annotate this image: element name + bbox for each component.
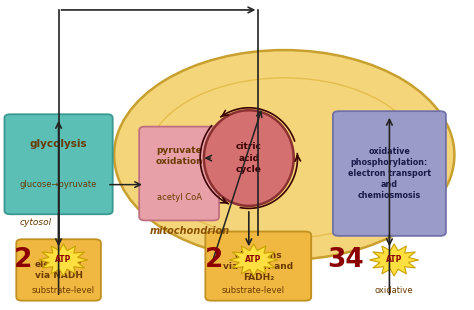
Text: acetyl CoA: acetyl CoA [156,193,201,202]
Ellipse shape [114,50,455,260]
Text: 2: 2 [14,247,33,273]
FancyBboxPatch shape [139,126,219,220]
Text: electrons
via NADH: electrons via NADH [35,260,82,280]
Text: substrate-level: substrate-level [32,286,95,295]
Polygon shape [229,244,278,276]
Text: pyruvate
oxidation: pyruvate oxidation [155,146,203,166]
Text: 2: 2 [204,247,223,273]
Text: oxidative
phosphorylation:
electron transport
and
chemiosmosis: oxidative phosphorylation: electron tran… [348,147,431,200]
Text: electrons
via NADH and
FADH₂: electrons via NADH and FADH₂ [223,250,293,282]
Text: glucose→pyruvate: glucose→pyruvate [20,180,97,189]
Text: cytosol: cytosol [19,218,52,227]
Text: citric
acid
cycle: citric acid cycle [236,143,262,174]
Text: mitochondrion: mitochondrion [150,226,230,236]
Text: glycolysis: glycolysis [30,139,87,149]
Text: 34: 34 [327,247,364,273]
FancyBboxPatch shape [333,111,446,236]
Polygon shape [370,244,419,276]
Text: oxidative: oxidative [375,286,413,295]
FancyBboxPatch shape [205,232,311,301]
FancyBboxPatch shape [4,114,113,214]
Text: ATP: ATP [55,255,72,264]
Ellipse shape [204,110,294,206]
Text: substrate-level: substrate-level [222,286,285,295]
FancyBboxPatch shape [16,239,101,301]
Text: ATP: ATP [246,255,262,264]
Text: ATP: ATP [386,255,402,264]
Polygon shape [39,244,88,276]
